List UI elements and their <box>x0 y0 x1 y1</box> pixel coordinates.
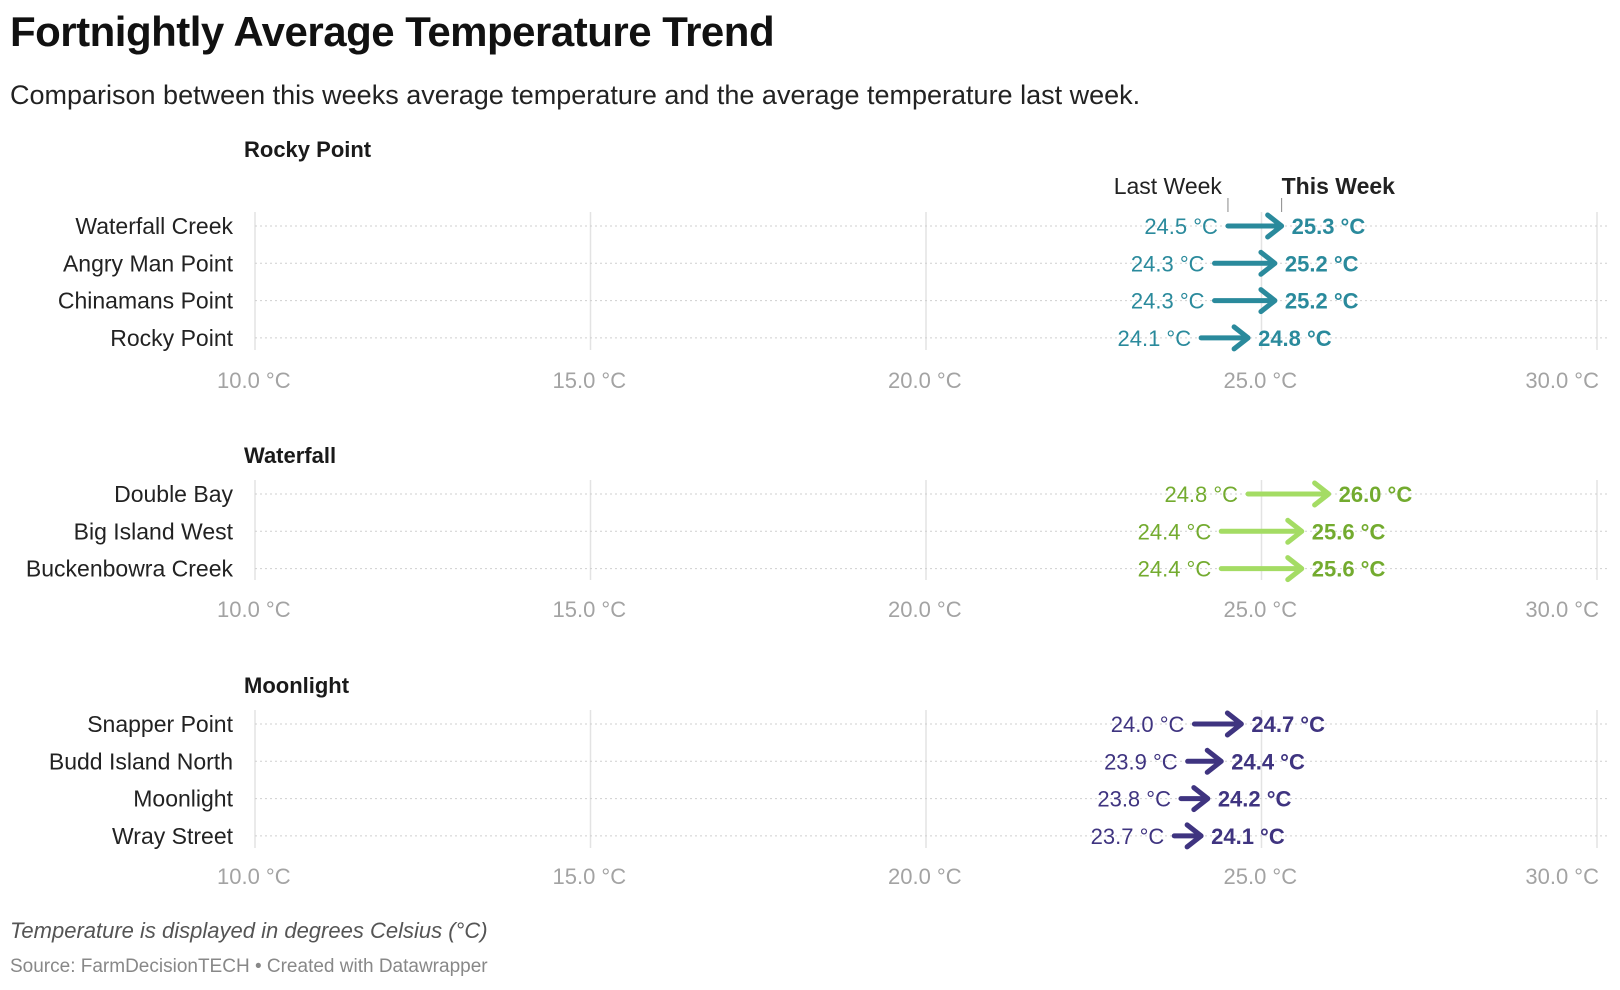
row-label: Rocky Point <box>110 325 233 351</box>
group-title: Waterfall <box>244 443 336 468</box>
x-tick-label: 25.0 °C <box>1224 597 1298 622</box>
arrow-head <box>1224 710 1244 738</box>
last-week-value: 24.3 °C <box>1131 251 1205 276</box>
x-tick-label: 25.0 °C <box>1224 368 1298 393</box>
arrow-head <box>1258 287 1278 315</box>
this-week-value: 25.2 °C <box>1285 251 1359 276</box>
last-week-value: 24.5 °C <box>1144 214 1218 239</box>
arrow-head <box>1258 249 1278 277</box>
x-tick-label: 25.0 °C <box>1224 864 1298 889</box>
this-week-value: 24.8 °C <box>1258 326 1332 351</box>
this-week-value: 24.1 °C <box>1211 824 1285 849</box>
x-tick-label: 30.0 °C <box>1525 597 1599 622</box>
legend-last-week: Last Week <box>1114 173 1223 199</box>
arrow-head <box>1312 480 1332 508</box>
this-week-value: 24.7 °C <box>1251 712 1325 737</box>
last-week-value: 24.8 °C <box>1164 482 1238 507</box>
row-label: Angry Man Point <box>63 250 234 276</box>
x-tick-label: 15.0 °C <box>553 597 627 622</box>
this-week-value: 25.3 °C <box>1292 214 1366 239</box>
chart-notes: Temperature is displayed in degrees Cels… <box>10 918 488 943</box>
last-week-value: 23.7 °C <box>1091 824 1165 849</box>
row-label: Big Island West <box>74 518 234 544</box>
x-tick-label: 30.0 °C <box>1525 864 1599 889</box>
arrow-head <box>1285 517 1305 545</box>
last-week-value: 23.9 °C <box>1104 749 1178 774</box>
row-label: Snapper Point <box>87 711 233 737</box>
last-week-value: 24.3 °C <box>1131 289 1205 314</box>
arrow-head <box>1231 324 1251 352</box>
chart-source: Source: FarmDecisionTECH • Created with … <box>10 956 488 977</box>
this-week-value: 25.2 °C <box>1285 289 1359 314</box>
x-tick-label: 10.0 °C <box>217 368 291 393</box>
arrow-head <box>1265 212 1285 240</box>
x-tick-label: 20.0 °C <box>888 597 962 622</box>
this-week-value: 24.4 °C <box>1231 749 1305 774</box>
row-label: Wray Street <box>112 823 234 849</box>
last-week-value: 23.8 °C <box>1097 787 1171 812</box>
x-tick-label: 10.0 °C <box>217 597 291 622</box>
arrow-head <box>1204 747 1224 775</box>
arrow-head <box>1184 822 1204 850</box>
arrow-head <box>1191 785 1211 813</box>
row-label: Budd Island North <box>49 748 233 774</box>
group-title: Rocky Point <box>244 137 372 162</box>
row-label: Chinamans Point <box>58 288 234 314</box>
row-label: Waterfall Creek <box>75 213 233 239</box>
x-tick-label: 15.0 °C <box>553 368 627 393</box>
this-week-value: 25.6 °C <box>1312 557 1386 582</box>
x-tick-label: 20.0 °C <box>888 864 962 889</box>
last-week-value: 24.4 °C <box>1138 557 1212 582</box>
arrow-head <box>1285 555 1305 583</box>
x-tick-label: 30.0 °C <box>1525 368 1599 393</box>
this-week-value: 26.0 °C <box>1339 482 1413 507</box>
x-tick-label: 20.0 °C <box>888 368 962 393</box>
x-tick-label: 10.0 °C <box>217 864 291 889</box>
chart-title: Fortnightly Average Temperature Trend <box>10 8 775 55</box>
row-label: Moonlight <box>133 786 233 812</box>
last-week-value: 24.4 °C <box>1138 519 1212 544</box>
group-title: Moonlight <box>244 673 350 698</box>
last-week-value: 24.0 °C <box>1111 712 1185 737</box>
x-tick-label: 15.0 °C <box>553 864 627 889</box>
this-week-value: 25.6 °C <box>1312 519 1386 544</box>
legend-this-week: This Week <box>1282 173 1396 199</box>
row-label: Double Bay <box>114 481 233 507</box>
chart-subtitle: Comparison between this weeks average te… <box>10 80 1141 110</box>
this-week-value: 24.2 °C <box>1218 787 1292 812</box>
row-label: Buckenbowra Creek <box>26 556 234 582</box>
last-week-value: 24.1 °C <box>1117 326 1191 351</box>
